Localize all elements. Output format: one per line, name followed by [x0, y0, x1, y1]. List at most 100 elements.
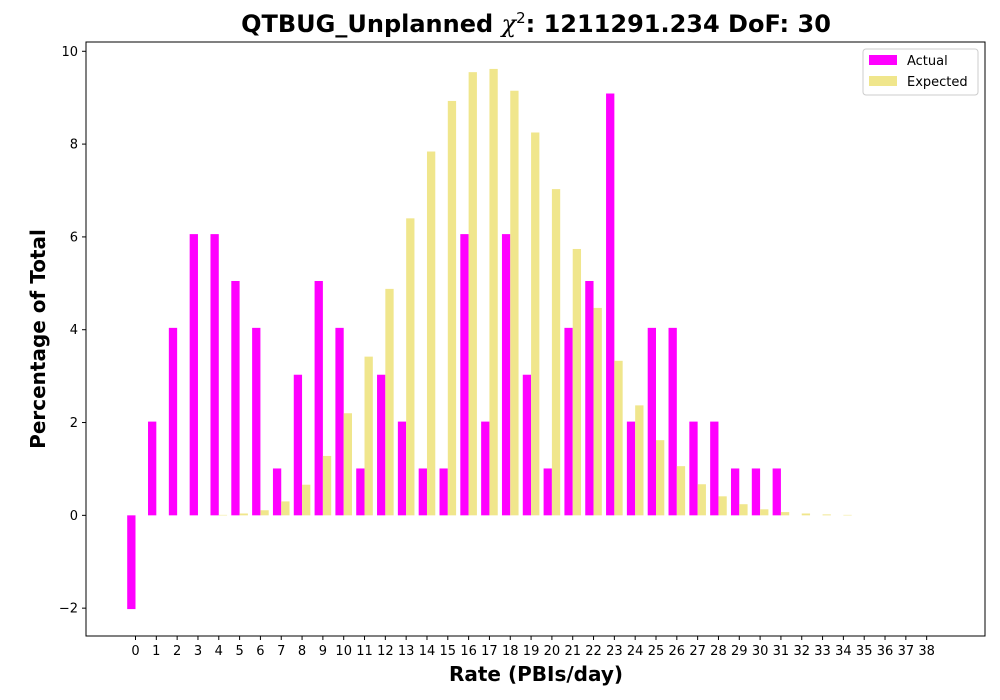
x-tick-label: 17: [481, 644, 498, 659]
x-tick-label: 38: [918, 644, 935, 659]
bar-actual-31: [772, 468, 781, 516]
bar-expected-19: [531, 132, 540, 516]
bar-expected-10: [343, 413, 352, 516]
bar-expected-23: [614, 360, 623, 516]
x-tick-label: 27: [689, 644, 706, 659]
bar-actual-26: [668, 327, 677, 516]
bar-expected-32: [801, 513, 811, 516]
bar-expected-7: [281, 501, 290, 516]
x-tick-label: 35: [856, 644, 873, 659]
bar-actual-2: [168, 327, 178, 516]
bar-actual-10: [335, 327, 344, 516]
bar-actual-27: [689, 421, 698, 516]
x-tick-label: 18: [502, 644, 519, 659]
bar-actual-17: [481, 421, 490, 516]
x-tick-label: 33: [814, 644, 831, 659]
bar-actual-30: [751, 468, 761, 516]
x-tick-label: 36: [877, 644, 894, 659]
bar-expected-8: [302, 484, 311, 516]
legend-swatch-actual: [869, 55, 897, 65]
y-tick-label: 0: [70, 509, 78, 524]
bar-actual-7: [272, 468, 282, 516]
x-tick-label: 31: [773, 644, 790, 659]
x-tick-label: 3: [194, 644, 202, 659]
bar-actual-1: [148, 421, 157, 516]
x-tick-label: 12: [377, 644, 394, 659]
bar-actual-8: [293, 374, 303, 516]
x-tick-label: 6: [256, 644, 264, 659]
x-tick-label: 13: [398, 644, 415, 659]
bar-expected-6: [260, 510, 269, 516]
x-tick-label: 26: [669, 644, 686, 659]
x-tick-label: 7: [277, 644, 285, 659]
bar-expected-24: [635, 405, 644, 516]
bar-expected-26: [676, 466, 686, 516]
x-axis-label: Rate (PBIs/day): [449, 662, 623, 686]
bar-expected-18: [510, 90, 519, 516]
bar-expected-15: [447, 100, 457, 516]
bar-actual-19: [522, 374, 532, 516]
y-axis-label: Percentage of Total: [26, 229, 50, 449]
bar-actual-0: [127, 515, 136, 610]
x-tick-label: 5: [235, 644, 243, 659]
bar-actual-21: [564, 327, 573, 516]
y-tick-label: 8: [70, 138, 78, 153]
x-tick-label: 19: [523, 644, 540, 659]
bar-actual-18: [501, 234, 511, 516]
bar-actual-9: [314, 280, 323, 516]
bar-expected-30: [760, 509, 769, 516]
bar-actual-25: [647, 327, 656, 516]
x-tick-label: 11: [356, 644, 373, 659]
legend-label-actual: Actual: [907, 54, 948, 69]
x-tick-label: 24: [627, 644, 644, 659]
x-tick-label: 22: [585, 644, 602, 659]
x-tick-label: 14: [419, 644, 436, 659]
legend: Actual Expected: [862, 48, 979, 96]
bar-actual-22: [585, 280, 594, 516]
x-tick-label: 9: [319, 644, 327, 659]
x-tick-label: 32: [793, 644, 810, 659]
bar-expected-4: [218, 514, 228, 516]
bar-actual-20: [543, 468, 552, 516]
x-tick-label: 15: [440, 644, 457, 659]
x-tick-label: 4: [215, 644, 223, 659]
bar-expected-22: [593, 307, 602, 516]
bar-actual-15: [439, 468, 448, 516]
bar-actual-28: [710, 421, 719, 516]
bar-expected-33: [822, 514, 831, 516]
y-tick-label: 10: [61, 45, 78, 60]
x-tick-label: 30: [752, 644, 769, 659]
plot-frame: [85, 41, 986, 637]
bar-expected-12: [385, 288, 394, 516]
bar-actual-24: [626, 421, 636, 516]
bar-expected-13: [406, 218, 415, 516]
bar-expected-25: [656, 440, 665, 516]
x-tick-label: 0: [131, 644, 139, 659]
bar-expected-9: [322, 455, 332, 516]
bar-expected-31: [780, 512, 790, 516]
x-tick-label: 8: [298, 644, 306, 659]
legend-label-expected: Expected: [907, 75, 968, 90]
bar-actual-11: [356, 468, 365, 516]
y-tick-label: 4: [70, 323, 78, 338]
bar-expected-17: [489, 68, 498, 516]
x-tick-label: 28: [710, 644, 727, 659]
chart-title: QTBUG_Unplanned χ2: 1211291.234 DoF: 30: [241, 9, 831, 38]
bar-expected-16: [468, 72, 477, 516]
x-tick-label: 16: [460, 644, 477, 659]
x-tick-label: 10: [335, 644, 352, 659]
bar-actual-6: [252, 327, 261, 516]
bar-expected-14: [426, 151, 436, 516]
x-tick-label: 1: [152, 644, 160, 659]
bar-expected-20: [551, 189, 561, 516]
bar-expected-27: [697, 484, 706, 516]
y-tick-label: 6: [70, 230, 78, 245]
y-tick-label: 2: [70, 416, 78, 431]
y-tick-label: −2: [59, 602, 78, 617]
bar-expected-28: [718, 496, 727, 516]
bar-expected-5: [239, 513, 248, 516]
x-tick-label: 29: [731, 644, 748, 659]
bar-actual-23: [606, 93, 615, 516]
